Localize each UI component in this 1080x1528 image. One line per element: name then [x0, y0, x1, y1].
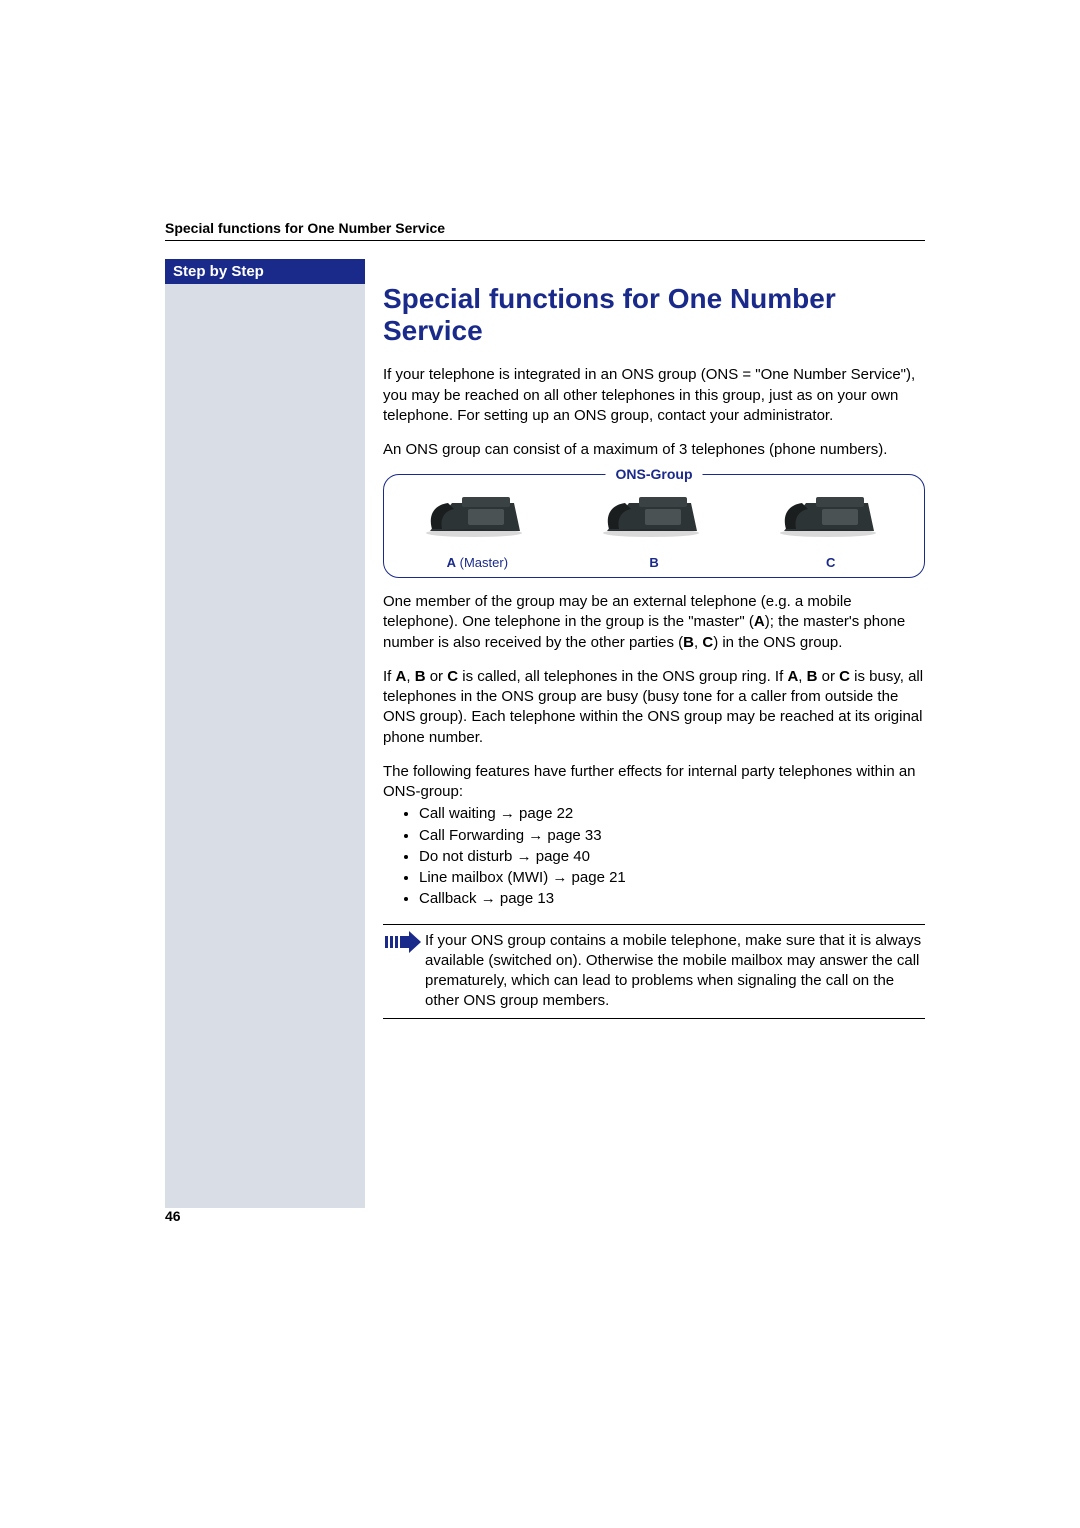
sidebar-step-label: Step by Step	[165, 259, 365, 284]
xref-link[interactable]: → page 13	[481, 890, 554, 907]
sidebar-strip	[165, 284, 365, 1208]
xref-link[interactable]: → page 33	[528, 827, 601, 844]
feature-call-forwarding: Call Forwarding → page 33	[419, 826, 925, 846]
intro-paragraph-2: An ONS group can consist of a maximum of…	[383, 440, 925, 460]
running-header: Special functions for One Number Service	[165, 220, 925, 241]
note-arrow-icon	[385, 931, 421, 953]
ons-phone-c-label: C	[745, 554, 916, 572]
xref-link[interactable]: → page 22	[500, 805, 573, 822]
ons-phone-c: C	[745, 485, 916, 571]
phone-icon	[422, 485, 532, 545]
master-paragraph: One member of the group may be an extern…	[383, 592, 925, 653]
note-text: If your ONS group contains a mobile tele…	[383, 931, 925, 1012]
ons-phones-row: A (Master) B	[392, 485, 916, 571]
note-box: If your ONS group contains a mobile tele…	[383, 924, 925, 1019]
features-intro: The following features have further effe…	[383, 762, 925, 803]
phone-icon	[599, 485, 709, 545]
ons-group-diagram: ONS-Group A (Master)	[383, 474, 925, 578]
ons-phone-b-label: B	[569, 554, 740, 572]
xref-link[interactable]: → page 21	[552, 869, 625, 886]
page-number: 46	[165, 1208, 181, 1224]
features-list: Call waiting → page 22 Call Forwarding →…	[383, 804, 925, 909]
main-content: Special functions for One Number Service…	[383, 259, 925, 1208]
feature-call-waiting: Call waiting → page 22	[419, 804, 925, 824]
ons-group-title: ONS-Group	[606, 465, 703, 484]
feature-line-mailbox: Line mailbox (MWI) → page 21	[419, 868, 925, 888]
ons-phone-a: A (Master)	[392, 485, 563, 571]
phone-icon	[776, 485, 886, 545]
feature-do-not-disturb: Do not disturb → page 40	[419, 847, 925, 867]
sidebar: Step by Step	[165, 259, 365, 1208]
xref-link[interactable]: → page 40	[517, 848, 590, 865]
column-layout: Step by Step Special functions for One N…	[165, 259, 925, 1208]
intro-paragraph-1: If your telephone is integrated in an ON…	[383, 365, 925, 426]
ons-phone-a-label: A (Master)	[392, 554, 563, 572]
feature-callback: Callback → page 13	[419, 889, 925, 909]
ons-phone-b: B	[569, 485, 740, 571]
page-title: Special functions for One Number Service	[383, 283, 925, 347]
page-frame: Special functions for One Number Service…	[165, 220, 925, 1208]
ring-busy-paragraph: If A, B or C is called, all telephones i…	[383, 667, 925, 748]
